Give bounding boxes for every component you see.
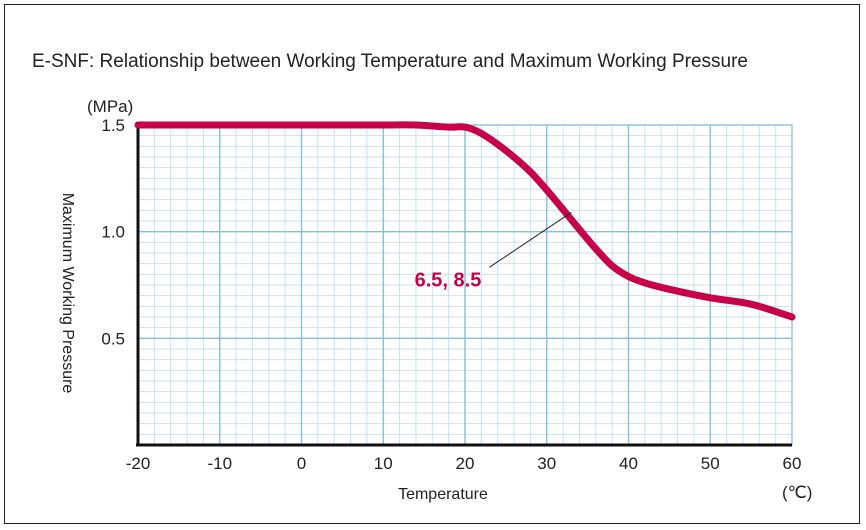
chart-svg: E-SNF: Relationship between Working Temp… <box>32 51 812 503</box>
x-tick-label: 60 <box>783 454 802 473</box>
y-tick-labels: 0.5 1.0 1.5 <box>101 116 125 348</box>
x-tick-label: 50 <box>701 454 720 473</box>
x-tick-label: 0 <box>297 454 306 473</box>
x-tick-label: 10 <box>374 454 393 473</box>
series-layer <box>134 121 796 321</box>
x-tick-label: -10 <box>207 454 232 473</box>
x-unit-label: (℃) <box>782 483 812 502</box>
x-tick-label: 30 <box>537 454 556 473</box>
annotation-leader-line <box>489 212 572 268</box>
y-tick-label: 1.0 <box>101 223 125 242</box>
y-axis-title: Maximum Working Pressure <box>59 193 76 394</box>
x-axis-title: Temperature <box>398 486 488 503</box>
x-tick-label: 40 <box>619 454 638 473</box>
annotation-label: 6.5, 8.5 <box>415 269 482 291</box>
series-line <box>134 121 796 321</box>
chart-frame: E-SNF: Relationship between Working Temp… <box>4 4 860 524</box>
chart-title: E-SNF: Relationship between Working Temp… <box>32 51 748 72</box>
x-tick-label: 20 <box>456 454 475 473</box>
y-tick-label: 0.5 <box>101 329 125 348</box>
x-tick-label: -20 <box>126 454 151 473</box>
x-tick-labels: -20 -10 0 10 20 30 40 50 60 <box>126 454 802 473</box>
y-tick-label: 1.5 <box>101 116 125 135</box>
y-unit-label: (MPa) <box>87 97 133 116</box>
